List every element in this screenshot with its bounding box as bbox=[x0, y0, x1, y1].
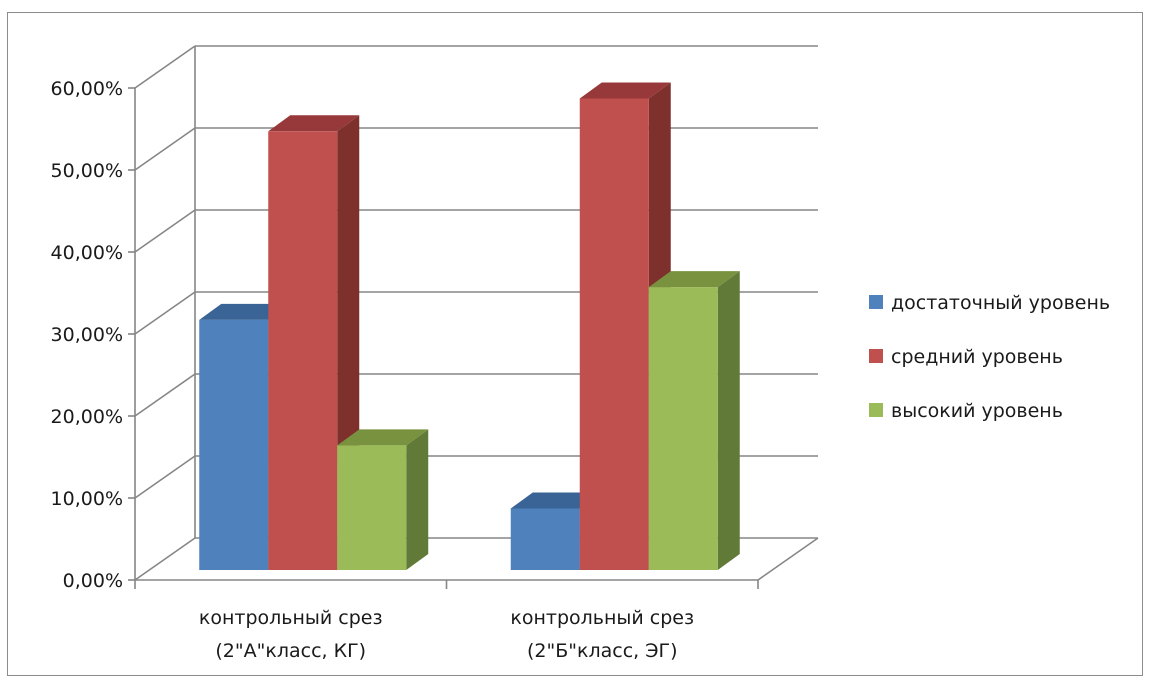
bar-front-face bbox=[337, 445, 407, 570]
axis-labels: 0,00% 10,00% 20,00% 30,00% 40,00% 50,00% 60,00… bbox=[51, 78, 695, 662]
bar-side-face bbox=[406, 429, 429, 570]
side-gridline-3 bbox=[134, 291, 196, 335]
bar-side-face bbox=[717, 271, 740, 570]
bar-front-face bbox=[268, 131, 338, 571]
category-label: (2"А"класс, КГ) bbox=[215, 640, 366, 662]
side-gridline-5 bbox=[134, 127, 196, 171]
bars bbox=[199, 82, 740, 571]
y-tick-label: 20,00% bbox=[51, 406, 123, 428]
floor-right-edge bbox=[757, 537, 819, 581]
bar-top-face bbox=[268, 115, 360, 132]
bar-front-face bbox=[579, 98, 649, 570]
legend-entry: высокий уровень bbox=[891, 400, 1063, 422]
axes bbox=[128, 46, 819, 589]
side-gridline-1 bbox=[134, 455, 196, 499]
category-label: контрольный срез bbox=[199, 607, 383, 629]
legend-swatch bbox=[869, 403, 883, 417]
bar-front-face bbox=[510, 508, 580, 570]
y-tick-label: 50,00% bbox=[51, 160, 123, 182]
bar-top-face bbox=[199, 303, 291, 320]
y-tick-label: 30,00% bbox=[51, 324, 123, 346]
side-gridline-4 bbox=[134, 209, 196, 253]
side-gridline-0 bbox=[134, 537, 196, 581]
bar-0-2 bbox=[337, 429, 429, 570]
bar-top-face bbox=[579, 82, 671, 99]
y-tick-label: 0,00% bbox=[63, 570, 123, 592]
side-gridline-6 bbox=[134, 45, 196, 89]
legend-swatch bbox=[869, 349, 883, 363]
bar-1-2 bbox=[648, 271, 740, 570]
y-tick-label: 40,00% bbox=[51, 242, 123, 264]
legend-swatch bbox=[869, 295, 883, 309]
bar-top-face bbox=[337, 429, 429, 446]
bar-front-face bbox=[199, 319, 269, 570]
bar-front-face bbox=[648, 287, 718, 570]
legend-entry: средний уровень bbox=[891, 346, 1063, 368]
category-label: (2"Б"класс, ЭГ) bbox=[527, 640, 678, 662]
legend-entry: достаточный уровень bbox=[891, 292, 1110, 314]
bar-top-face bbox=[510, 492, 602, 509]
y-tick-label: 60,00% bbox=[51, 78, 123, 100]
bar-0-1 bbox=[268, 115, 360, 571]
bar-1-1 bbox=[579, 82, 671, 570]
y-tick-label: 10,00% bbox=[51, 488, 123, 510]
category-label: контрольный срез bbox=[510, 607, 694, 629]
bar-top-face bbox=[648, 271, 740, 288]
legend: достаточный уровень средний уровень высоки… bbox=[869, 292, 1110, 422]
side-gridline-2 bbox=[134, 373, 196, 417]
